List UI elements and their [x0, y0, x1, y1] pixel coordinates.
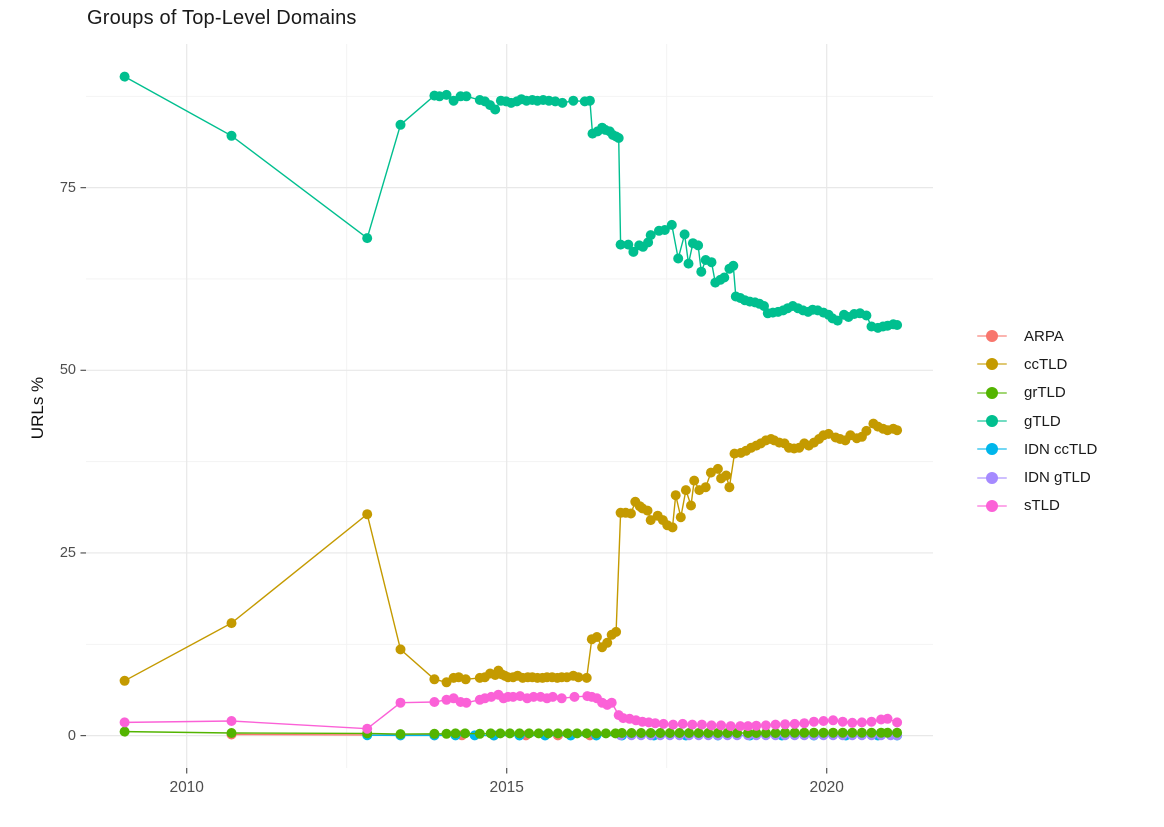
y-tick-label-25: 25 — [59, 544, 76, 561]
series-cctld — [119, 418, 903, 688]
legend-label-idn-cctld: IDN ccTLD — [1024, 440, 1098, 458]
legend-item-idn-gtld: IDN gTLD — [976, 463, 1097, 491]
legend-item-gtld: gTLD — [976, 407, 1097, 435]
series-gtld — [119, 71, 903, 333]
gridlines-minor — [86, 44, 933, 768]
legend-item-grtld: grTLD — [976, 379, 1097, 407]
series-stld — [119, 689, 903, 734]
axis-tick-marks — [80, 187, 828, 774]
legend-item-arpa: ARPA — [976, 322, 1097, 350]
legend-label-arpa: ARPA — [1024, 327, 1064, 345]
y-tick-label-50: 50 — [59, 362, 76, 379]
legend-label-gtld: gTLD — [1024, 412, 1061, 430]
x-tick-label-2015: 2015 — [489, 779, 524, 796]
legend-item-cctld: ccTLD — [976, 350, 1097, 378]
x-tick-label-2010: 2010 — [169, 779, 204, 796]
legend-item-idn-cctld: IDN ccTLD — [976, 435, 1097, 463]
legend-item-stld: sTLD — [976, 492, 1097, 520]
legend-label-grtld: grTLD — [1024, 384, 1066, 402]
series-grtld — [119, 726, 903, 740]
legend-key-icon-stld — [976, 499, 1010, 512]
legend-key-icon-idn-gtld — [976, 471, 1010, 484]
gridlines-major — [86, 44, 933, 768]
x-tick-label-2020: 2020 — [809, 779, 844, 796]
legend-key-icon-grtld — [976, 386, 1010, 399]
y-tick-label-75: 75 — [59, 179, 76, 196]
legend-label-idn-gtld: IDN gTLD — [1024, 469, 1091, 487]
chart-title: Groups of Top-Level Domains — [87, 7, 357, 29]
legend: ARPA ccTLD grTLD gTLD IDN ccTLD IDN gTLD sTLD — [976, 322, 1097, 520]
y-tick-label-0: 0 — [67, 727, 76, 744]
legend-key-icon-cctld — [976, 358, 1010, 371]
legend-key-icon-idn-cctld — [976, 443, 1010, 456]
legend-label-cctld: ccTLD — [1024, 355, 1068, 373]
legend-label-stld: sTLD — [1024, 497, 1060, 515]
legend-key-icon-arpa — [976, 330, 1010, 343]
legend-key-icon-gtld — [976, 415, 1010, 428]
